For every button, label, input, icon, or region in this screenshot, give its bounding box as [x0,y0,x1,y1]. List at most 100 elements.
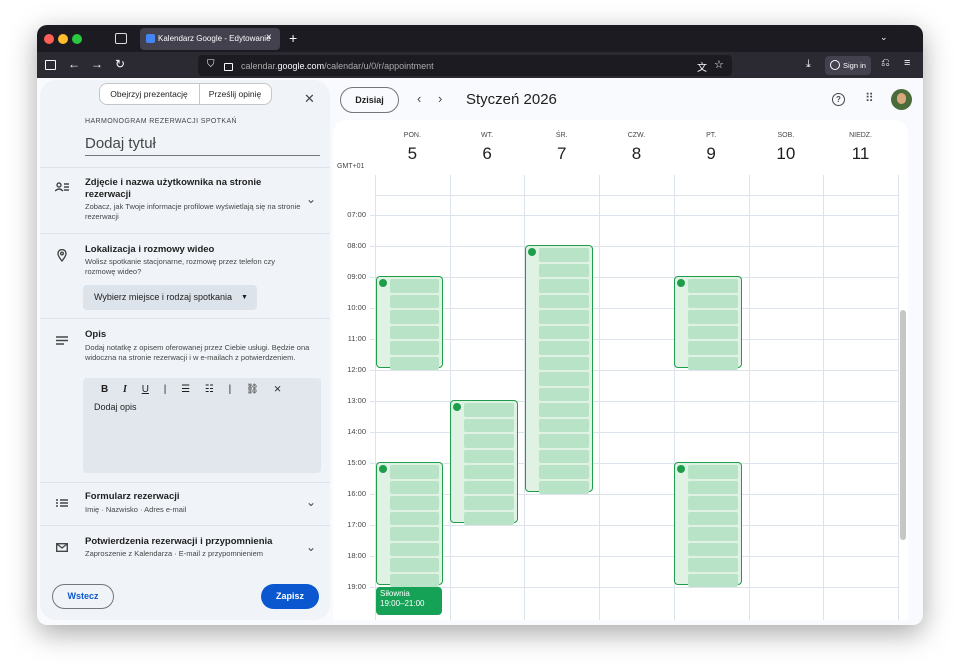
grid-column-line [748,175,750,620]
prev-week[interactable]: ‹ [417,91,422,106]
translate-icon[interactable]: 文 [697,63,707,74]
appointment-slot[interactable] [688,558,738,572]
separator [40,318,330,319]
appointment-slot[interactable] [538,325,589,339]
appointment-slot[interactable] [688,465,738,479]
appointment-slot[interactable] [538,341,589,355]
title-input[interactable]: Dodaj tytuł [85,135,156,152]
appointment-slot[interactable] [389,294,440,308]
appointment-slot[interactable] [538,418,589,432]
appointment-slot[interactable] [389,496,440,510]
appointment-slot[interactable] [389,356,440,370]
appointment-slot[interactable] [389,465,440,479]
appointment-slot[interactable] [688,310,738,324]
tab-overflow[interactable]: ⌄ [880,32,888,42]
help-button[interactable]: ? [832,93,845,106]
bookmark-icon[interactable]: ☆ [714,59,724,71]
save-button[interactable]: Zapisz [261,584,319,609]
hour-label: 16:00 [347,489,366,498]
appointment-slot[interactable] [464,418,514,432]
appointment-slot[interactable] [688,294,738,308]
editor-toolbar[interactable]: B I U | ☰ ☷ | ⛓ ⨯ [101,384,282,395]
location-button[interactable] [83,285,257,310]
appointment-slot[interactable] [688,573,738,587]
appointment-slot[interactable] [389,527,440,541]
minimize-window[interactable] [58,34,68,44]
appointment-slot[interactable] [688,325,738,339]
downloads-icon[interactable]: ⤓ [806,58,811,70]
appointment-slot[interactable] [389,511,440,525]
appointment-slot[interactable] [538,263,589,277]
appointment-slot[interactable] [538,248,589,262]
close-panel[interactable]: ✕ [304,91,315,106]
appointment-slot[interactable] [688,496,738,510]
forward-button[interactable]: → [91,57,103,71]
event-block[interactable] [375,587,443,615]
maximize-window[interactable] [72,34,82,44]
appointment-slot[interactable] [538,403,589,417]
appointment-slot[interactable] [464,511,514,525]
extensions-icon[interactable]: ⎌ [881,57,890,69]
appointment-slot[interactable] [538,449,589,463]
appointment-slot[interactable] [538,310,589,324]
active-tab[interactable] [140,28,280,50]
appointment-slot[interactable] [538,465,589,479]
expand-chevron[interactable]: ⌄ [306,495,317,509]
appointment-slot[interactable] [688,542,738,556]
appointment-slot[interactable] [464,465,514,479]
appointment-slot[interactable] [688,480,738,494]
grid-row-line [370,246,898,247]
appointment-slot[interactable] [688,511,738,525]
grid-column-line [897,175,899,620]
appointment-slot[interactable] [688,341,738,355]
sidebar-button[interactable] [45,60,56,70]
appointment-slot[interactable] [538,294,589,308]
reload-button[interactable]: ↻ [115,57,126,71]
appointment-slot[interactable] [538,356,589,370]
appointment-slot[interactable] [688,279,738,293]
appointment-slot[interactable] [464,403,514,417]
expand-chevron[interactable]: ⌄ [306,192,317,206]
appointment-slot[interactable] [538,279,589,293]
appointment-icon [378,279,387,287]
grid-row-line [370,587,898,588]
appointment-slot[interactable] [538,387,589,401]
new-tab[interactable]: + [289,30,298,46]
appointment-slot[interactable] [464,449,514,463]
feedback-button[interactable]: Prześlij opinię [208,89,262,99]
window-content: Kalendarz Google - Edytowanie × + ⌄ ← → … [37,25,923,625]
description-editor[interactable] [83,378,321,473]
appointment-slot[interactable] [464,480,514,494]
appointment-slot[interactable] [389,573,440,587]
appointment-slot[interactable] [538,480,589,494]
appointment-slot[interactable] [538,372,589,386]
expand-chevron[interactable]: ⌄ [306,540,317,554]
menu-icon[interactable]: ≡ [904,57,911,69]
section-description: Imię · Nazwisko · Adres e-mail [85,505,187,514]
today-button[interactable]: Dzisiaj [340,87,399,113]
tab-list-icon[interactable] [115,33,127,44]
appointment-slot[interactable] [389,558,440,572]
back-button[interactable]: Wstecz [52,584,114,609]
apps-button[interactable]: ⠿ [865,91,874,105]
appointment-slot[interactable] [389,279,440,293]
tour-button[interactable]: Obejrzyj prezentację [110,89,188,99]
tab-close[interactable]: × [266,32,272,43]
section-title: Opis [85,329,107,340]
appointment-slot[interactable] [389,542,440,556]
appointment-slot[interactable] [688,527,738,541]
day-name: WT. [481,132,494,139]
appointment-slot[interactable] [538,434,589,448]
appointment-slot[interactable] [688,356,738,370]
close-window[interactable] [44,34,54,44]
url-field[interactable] [198,55,732,76]
scrollbar[interactable] [900,310,906,540]
appointment-slot[interactable] [464,434,514,448]
appointment-slot[interactable] [389,310,440,324]
appointment-slot[interactable] [389,480,440,494]
next-week[interactable]: › [438,91,443,106]
appointment-slot[interactable] [389,325,440,339]
appointment-slot[interactable] [464,496,514,510]
appointment-slot[interactable] [389,341,440,355]
back-button[interactable]: ← [68,57,80,71]
